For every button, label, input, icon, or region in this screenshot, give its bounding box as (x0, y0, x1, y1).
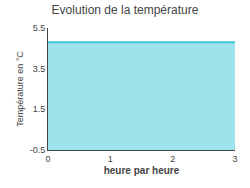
svg-text:heure par heure: heure par heure (104, 165, 180, 176)
svg-text:3.5: 3.5 (33, 64, 46, 74)
svg-text:0: 0 (45, 154, 50, 164)
svg-text:2: 2 (170, 154, 175, 164)
svg-text:3: 3 (232, 154, 237, 164)
svg-text:-0.5: -0.5 (30, 145, 46, 155)
svg-text:5.5: 5.5 (33, 23, 46, 33)
svg-text:Evolution de la température: Evolution de la température (52, 3, 199, 17)
svg-text:Température en °C: Température en °C (15, 51, 25, 127)
svg-text:1: 1 (108, 154, 113, 164)
svg-text:1.5: 1.5 (33, 104, 46, 114)
